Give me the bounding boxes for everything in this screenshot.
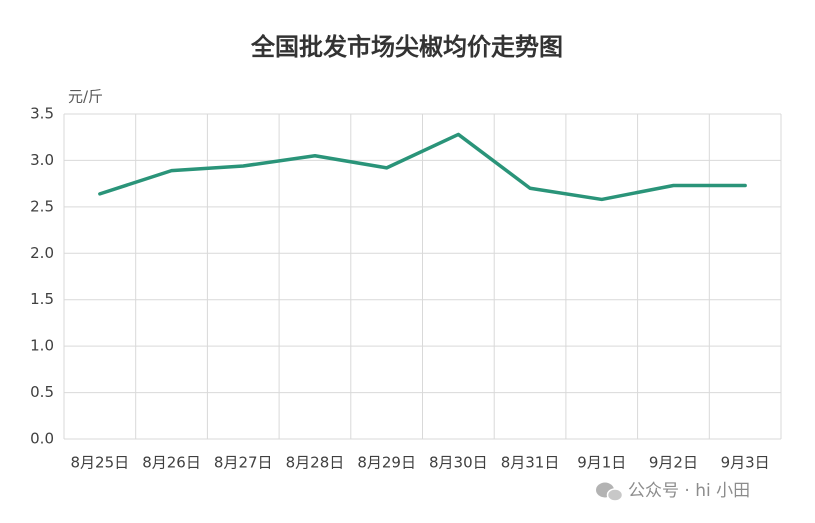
x-tick-label: 9月1日 — [577, 454, 626, 472]
y-tick-label: 1.0 — [30, 337, 54, 355]
x-tick-label: 8月30日 — [429, 454, 488, 472]
x-tick-label: 8月28日 — [286, 454, 345, 472]
line — [98, 132, 747, 202]
y-tick-label: 3.0 — [30, 151, 54, 169]
x-tick-label: 8月25日 — [71, 454, 130, 472]
y-tick-label: 0.0 — [30, 430, 54, 448]
y-tick-label: 2.5 — [30, 197, 54, 215]
x-tick-label: 8月29日 — [357, 454, 416, 472]
y-tick-label: 0.5 — [30, 383, 54, 401]
y-tick-label: 2.0 — [30, 244, 54, 262]
x-tick-label: 8月31日 — [501, 454, 560, 472]
x-tick-label: 9月3日 — [721, 454, 770, 472]
watermark-icon — [596, 482, 624, 502]
x-tick-label: 8月26日 — [142, 454, 201, 472]
x-tick-label: 8月27日 — [214, 454, 273, 472]
y-tick-label: 1.5 — [30, 290, 54, 308]
y-tick-label: 3.5 — [30, 105, 54, 123]
y-unit: 元/斤 — [68, 88, 103, 106]
watermark: 公众号 · hi 小田 — [628, 481, 750, 501]
chart-title: 全国批发市场尖椒均价走势图 — [250, 33, 563, 61]
x-tick-label: 9月2日 — [649, 454, 698, 472]
